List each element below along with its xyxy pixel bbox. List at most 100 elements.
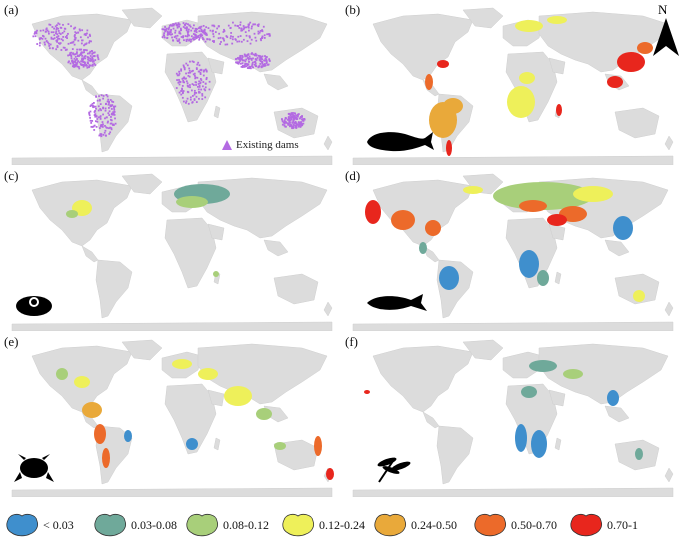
legend-swatch (4, 512, 40, 538)
richness-patch (124, 430, 132, 442)
dam-point (194, 92, 196, 94)
dam-point (235, 58, 237, 60)
dam-point (68, 23, 70, 25)
dam-point (259, 63, 261, 65)
dam-point (259, 55, 261, 57)
dam-point (42, 35, 44, 37)
dam-point (242, 56, 244, 58)
dam-point (187, 85, 189, 87)
dam-point (58, 42, 60, 44)
richness-patch (607, 390, 619, 406)
dam-point (295, 123, 297, 125)
richness-patch (94, 424, 106, 444)
dam-point (249, 56, 251, 58)
dam-point (62, 39, 64, 41)
dam-point (282, 124, 284, 126)
dam-point (167, 37, 169, 39)
dam-point (187, 64, 189, 66)
dam-point (81, 29, 83, 31)
dam-point (237, 25, 239, 27)
dam-point (200, 69, 202, 71)
dam-point (185, 35, 187, 37)
dam-point (35, 31, 37, 33)
dam-point (203, 39, 205, 41)
dam-point (81, 58, 83, 60)
richness-patch (66, 210, 78, 218)
dam-point (61, 49, 63, 51)
land-australia (615, 108, 659, 138)
dam-point (194, 30, 196, 32)
dam-point (186, 26, 188, 28)
dam-point (35, 35, 37, 37)
dam-point (83, 61, 85, 63)
dam-point (196, 67, 198, 69)
dam-point (179, 42, 181, 44)
dam-point (63, 30, 65, 32)
dam-point (258, 33, 260, 35)
dam-point (251, 63, 253, 65)
dam-point (200, 89, 202, 91)
dam-point (94, 59, 96, 61)
dam-point (109, 131, 111, 133)
richness-patch (198, 368, 218, 380)
richness-patch (314, 436, 322, 456)
dam-point (179, 84, 181, 86)
dam-point (107, 112, 109, 114)
dam-point (67, 33, 69, 35)
dam-point (175, 22, 177, 24)
dam-point (290, 119, 292, 121)
dam-point (287, 119, 289, 121)
dam-point (84, 57, 86, 59)
dam-point (101, 94, 103, 96)
richness-patch (515, 20, 543, 32)
dam-point (112, 124, 114, 126)
dam-point (60, 42, 62, 44)
dam-point (177, 27, 179, 29)
dam-point (234, 25, 236, 27)
dam-point (70, 63, 72, 65)
dam-point (261, 66, 263, 68)
dam-point (52, 47, 54, 49)
dam-point (176, 87, 178, 89)
dam-point (178, 79, 180, 81)
dam-point (171, 25, 173, 27)
dam-point (188, 72, 190, 74)
dam-point (97, 100, 99, 102)
dam-point (244, 63, 246, 65)
dam-point (105, 103, 107, 105)
land-antarctica (12, 488, 332, 497)
dam-point (255, 65, 257, 67)
dam-point (55, 31, 57, 33)
dam-point (50, 44, 52, 46)
land-antarctica (353, 488, 673, 497)
dam-point (106, 116, 108, 118)
dam-point (87, 37, 89, 39)
dam-point (176, 37, 178, 39)
dam-point (83, 51, 85, 53)
dam-point (46, 41, 48, 43)
land-australia (274, 274, 318, 304)
dam-point (179, 31, 181, 33)
land-madagascar (555, 438, 561, 450)
dam-point (99, 127, 101, 129)
land-southAmerica (437, 426, 473, 484)
dam-point (189, 86, 191, 88)
dam-point (220, 41, 222, 43)
dam-point (89, 34, 91, 36)
dam-point (200, 26, 202, 28)
dam-point (182, 78, 184, 80)
dam-point (87, 53, 89, 55)
dam-point (255, 37, 257, 39)
panel-label-d: (d) (345, 168, 360, 184)
dam-point (190, 41, 192, 43)
legend-swatch (184, 512, 220, 538)
map-panel-b: (b) N (343, 2, 683, 165)
legend-swatch (92, 512, 128, 538)
dam-point (255, 40, 257, 42)
mollusc-silhouette-icon (14, 290, 54, 318)
dam-point (266, 60, 268, 62)
dam-point (75, 56, 77, 58)
dam-point (212, 33, 214, 35)
dam-point (201, 95, 203, 97)
dam-point (294, 127, 296, 129)
